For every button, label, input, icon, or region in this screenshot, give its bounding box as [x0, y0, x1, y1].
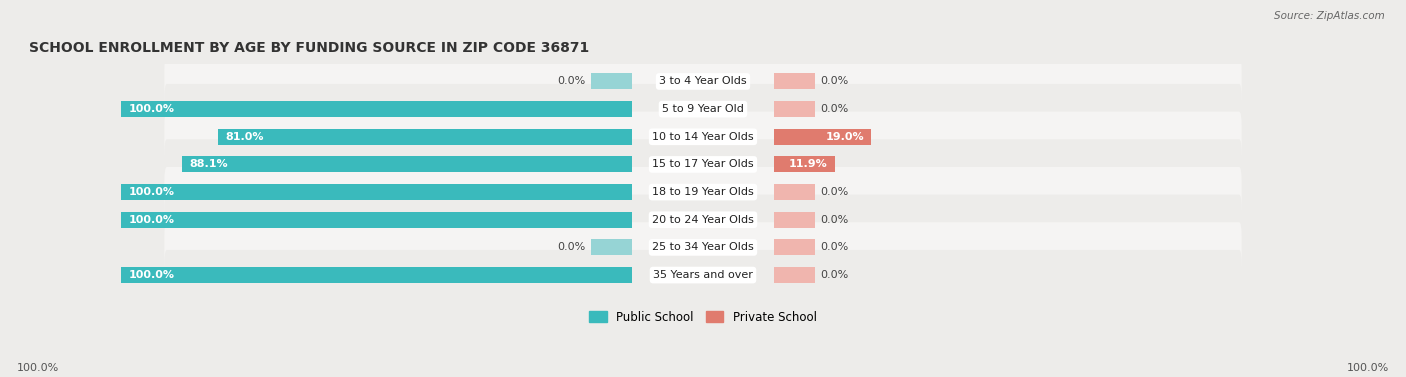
Text: 35 Years and over: 35 Years and over — [652, 270, 754, 280]
Text: 81.0%: 81.0% — [225, 132, 264, 142]
Text: 0.0%: 0.0% — [821, 104, 849, 114]
Text: 0.0%: 0.0% — [821, 270, 849, 280]
Text: 19.0%: 19.0% — [825, 132, 863, 142]
Bar — [121, 267, 631, 283]
Bar — [121, 184, 631, 200]
Text: 0.0%: 0.0% — [557, 242, 585, 252]
Text: 15 to 17 Year Olds: 15 to 17 Year Olds — [652, 159, 754, 169]
Text: 10 to 14 Year Olds: 10 to 14 Year Olds — [652, 132, 754, 142]
FancyBboxPatch shape — [165, 222, 1241, 273]
Text: 11.9%: 11.9% — [789, 159, 828, 169]
Text: 18 to 19 Year Olds: 18 to 19 Year Olds — [652, 187, 754, 197]
FancyBboxPatch shape — [165, 84, 1241, 134]
Bar — [775, 267, 815, 283]
Text: 0.0%: 0.0% — [821, 187, 849, 197]
FancyBboxPatch shape — [165, 139, 1241, 190]
Bar — [121, 101, 631, 117]
Text: 0.0%: 0.0% — [821, 215, 849, 225]
Bar — [775, 212, 815, 228]
Bar — [775, 184, 815, 200]
Bar — [775, 74, 815, 89]
FancyBboxPatch shape — [165, 56, 1241, 107]
FancyBboxPatch shape — [165, 112, 1241, 162]
Bar — [775, 129, 872, 145]
Text: 25 to 34 Year Olds: 25 to 34 Year Olds — [652, 242, 754, 252]
Text: SCHOOL ENROLLMENT BY AGE BY FUNDING SOURCE IN ZIP CODE 36871: SCHOOL ENROLLMENT BY AGE BY FUNDING SOUR… — [30, 41, 589, 55]
Text: 88.1%: 88.1% — [190, 159, 228, 169]
Text: 100.0%: 100.0% — [128, 104, 174, 114]
Bar — [181, 156, 631, 172]
FancyBboxPatch shape — [165, 195, 1241, 245]
Text: Source: ZipAtlas.com: Source: ZipAtlas.com — [1274, 11, 1385, 21]
Text: 20 to 24 Year Olds: 20 to 24 Year Olds — [652, 215, 754, 225]
Text: 0.0%: 0.0% — [821, 77, 849, 86]
Bar — [121, 212, 631, 228]
Text: 5 to 9 Year Old: 5 to 9 Year Old — [662, 104, 744, 114]
Bar — [775, 239, 815, 256]
Text: 100.0%: 100.0% — [1347, 363, 1389, 373]
Text: 0.0%: 0.0% — [557, 77, 585, 86]
Legend: Public School, Private School: Public School, Private School — [585, 306, 821, 328]
FancyBboxPatch shape — [165, 250, 1241, 300]
Text: 100.0%: 100.0% — [17, 363, 59, 373]
Text: 100.0%: 100.0% — [128, 187, 174, 197]
Bar — [775, 101, 815, 117]
Bar — [218, 129, 631, 145]
Text: 100.0%: 100.0% — [128, 215, 174, 225]
Text: 3 to 4 Year Olds: 3 to 4 Year Olds — [659, 77, 747, 86]
FancyBboxPatch shape — [165, 167, 1241, 217]
Bar — [775, 156, 835, 172]
Text: 100.0%: 100.0% — [128, 270, 174, 280]
Bar — [591, 239, 631, 256]
Text: 0.0%: 0.0% — [821, 242, 849, 252]
Bar — [591, 74, 631, 89]
